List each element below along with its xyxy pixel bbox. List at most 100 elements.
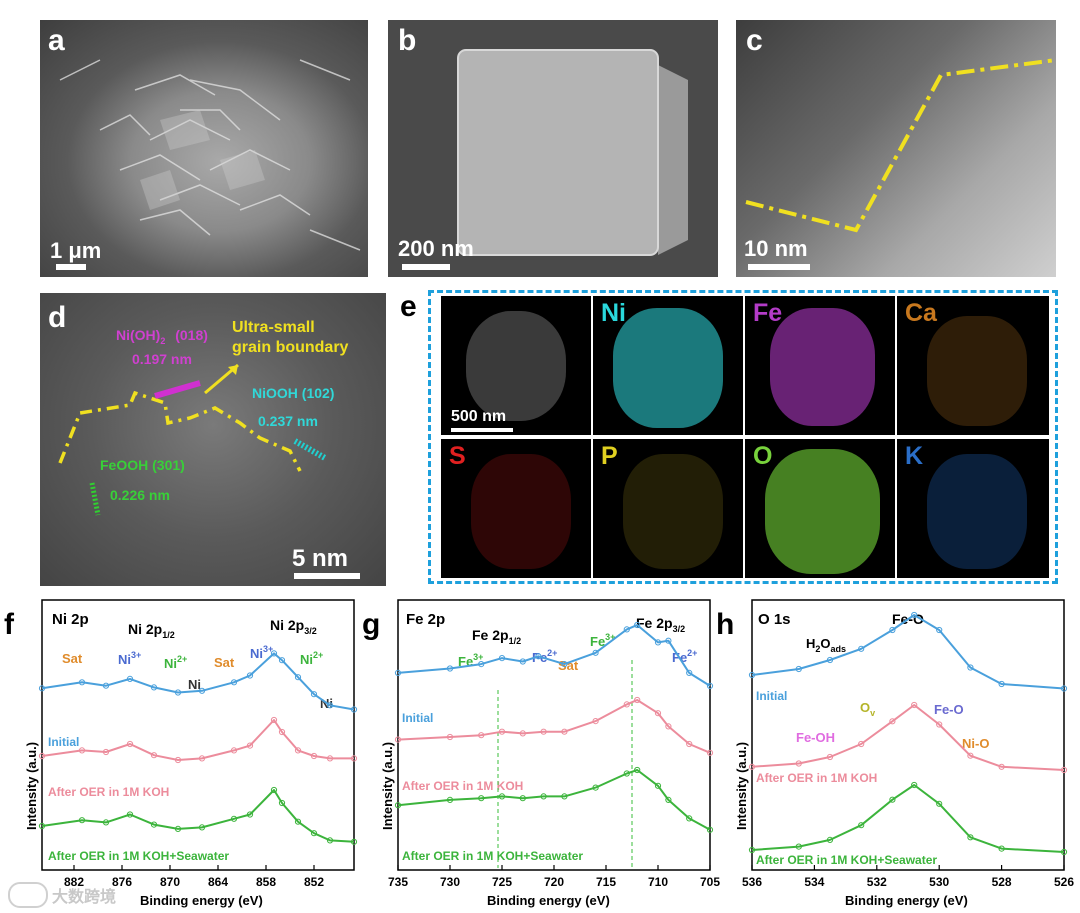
f-ni0-label-1: Ni xyxy=(188,677,201,692)
panel-a-sem-image: a 1 μm xyxy=(40,20,368,277)
eds-label-ca: Ca xyxy=(905,299,937,327)
chart-h-point-2 xyxy=(967,834,974,841)
chart-f-xtick-label: 882 xyxy=(64,875,84,889)
panel-b-scale-bar xyxy=(402,264,450,270)
chart-f-point-0 xyxy=(310,691,318,698)
panel-c-label: c xyxy=(746,24,763,57)
chart-f-point-2 xyxy=(174,825,182,833)
chart-f-point-0 xyxy=(198,687,206,694)
feooh-label: FeOOH (301) xyxy=(100,457,185,473)
chart-g-xtick-label: 730 xyxy=(440,875,460,889)
chart-f-point-1 xyxy=(294,747,302,754)
chart-f-point-0 xyxy=(126,675,134,683)
chart-f-point-0 xyxy=(102,682,110,689)
nioh2-plane: (018) xyxy=(175,327,208,343)
chart-g-xlabel: Binding energy (eV) xyxy=(487,893,610,908)
chart-h-trace-0 xyxy=(751,614,1065,690)
chart-f-point-1 xyxy=(246,742,254,749)
panel-d-scale-bar xyxy=(294,573,360,579)
chart-h-trace-2 xyxy=(751,784,1065,853)
chart-f-point-0 xyxy=(294,674,302,681)
chart-f-point-2 xyxy=(270,786,278,794)
chart-g-xtick-label: 720 xyxy=(544,875,564,889)
panel-d-scale-text: 5 nm xyxy=(292,545,349,572)
chart-f-point-0 xyxy=(174,689,182,696)
chart-g-point-0 xyxy=(686,669,693,677)
chart-f-xtick-label: 864 xyxy=(208,875,228,889)
chart-g-point-0 xyxy=(623,626,630,633)
chart-f-point-1 xyxy=(102,748,110,756)
chart-g-point-0 xyxy=(535,653,542,660)
eds-label-k: K xyxy=(905,442,924,470)
panel-h-label: h xyxy=(716,608,734,641)
watermark-icon xyxy=(8,882,48,908)
chart-h-point-0 xyxy=(967,664,974,671)
f-trace-label-seawater: After OER in 1M KOH+Seawater xyxy=(48,849,229,863)
f-ni3-label-2: Ni3+ xyxy=(250,644,273,661)
nioh2-annotation: Ni(OH)2 (018) xyxy=(116,327,208,346)
chart-f-point-1 xyxy=(150,752,158,759)
chart-g-xtick-label: 735 xyxy=(388,875,408,889)
chart-f-point-1 xyxy=(174,756,182,764)
chart-g-point-2 xyxy=(686,815,693,822)
panel-b-sem-image: b 200 nm xyxy=(388,20,718,277)
chart-h-xtick-label: 526 xyxy=(1054,875,1074,889)
f-ni2p12-label: Ni 2p1/2 xyxy=(128,621,175,640)
chart-h-point-2 xyxy=(911,781,918,789)
chart-h-point-1 xyxy=(748,763,756,770)
boundary-label-1: Ultra-small xyxy=(232,319,315,336)
chart-f-trace-2 xyxy=(41,789,355,843)
panel-e-label: e xyxy=(400,290,417,323)
chart-h-point-2 xyxy=(858,822,865,829)
chart-h-point-2 xyxy=(889,796,896,803)
g-fe3-label-2: Fe3+ xyxy=(590,632,615,649)
chart-f-xtick-label: 870 xyxy=(160,875,180,889)
h-ov-label: Ov xyxy=(860,700,875,718)
chart-f-point-1 xyxy=(270,716,278,724)
chart-h-point-0 xyxy=(936,626,943,634)
chart-f-point-0 xyxy=(270,650,278,657)
chart-f-point-1 xyxy=(198,755,206,762)
chart-g-point-0 xyxy=(634,621,641,629)
chart-f-point-2 xyxy=(78,817,86,824)
chart-h-point-1 xyxy=(967,752,974,759)
chart-h-point-2 xyxy=(998,845,1005,852)
chart-g-point-2 xyxy=(654,782,662,789)
chart-f-point-0 xyxy=(78,679,86,686)
g-fe2p32-label: Fe 2p3/2 xyxy=(636,615,685,634)
chart-f-point-2 xyxy=(294,818,302,825)
h-nio-label: Ni-O xyxy=(962,736,989,751)
chart-g-point-0 xyxy=(498,655,506,662)
chart-g-frame xyxy=(397,599,711,871)
chart-h-point-2 xyxy=(936,800,943,807)
chart-g-point-1 xyxy=(519,730,526,737)
chart-g-point-1 xyxy=(686,740,693,748)
chart-f-point-2 xyxy=(230,815,238,822)
chart-f-trace-1 xyxy=(41,719,354,761)
chart-f-point-1 xyxy=(230,747,238,754)
panel-a-scale-text: 1 μm xyxy=(50,238,102,263)
feooh-spacing: 0.226 nm xyxy=(110,487,170,503)
eds-tile-k: K xyxy=(897,439,1049,578)
chart-h-xtick-label: 534 xyxy=(804,875,824,889)
chart-f-point-2 xyxy=(278,799,286,807)
chart-f-xtick-label: 858 xyxy=(256,875,276,889)
chart-g-point-1 xyxy=(498,728,506,735)
chart-g-point-2 xyxy=(540,793,547,800)
chart-f-point-1 xyxy=(350,755,358,762)
chart-h-point-0 xyxy=(889,626,896,634)
chart-g-point-1 xyxy=(540,728,547,735)
chart-h-point-1 xyxy=(795,760,802,767)
chart-f-point-0 xyxy=(326,702,334,709)
chart-f-point-0 xyxy=(278,657,286,664)
chart-g-point-1 xyxy=(394,736,402,743)
chart-f-point-2 xyxy=(126,811,134,818)
eds-tile-ni: Ni xyxy=(593,296,743,435)
nioh2-subscript: 2 xyxy=(160,335,166,346)
chart-h-point-2 xyxy=(826,836,834,844)
chart-g-title: Fe 2p xyxy=(406,611,445,628)
eds-tile-ca: Ca xyxy=(897,296,1049,435)
niooh-label: NiOOH (102) xyxy=(252,385,335,401)
chart-g-xtick-label: 715 xyxy=(596,875,616,889)
